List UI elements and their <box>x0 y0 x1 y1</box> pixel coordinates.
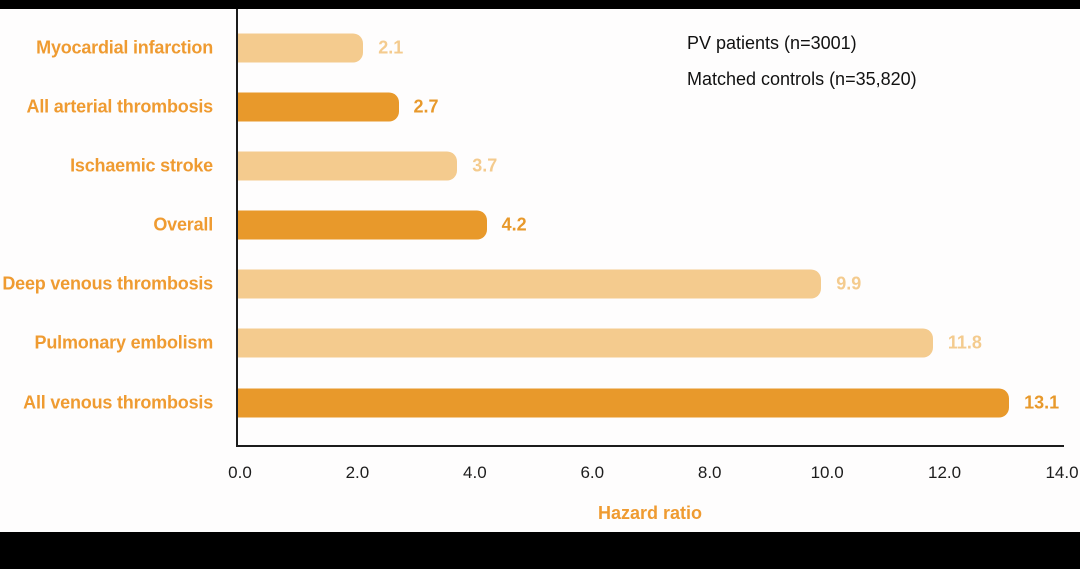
value-label-myocardial-infarction: 2.1 <box>378 37 404 57</box>
category-label-deep-venous-thrombosis: Deep venous thrombosis <box>2 273 213 294</box>
x-tick-label-0.0: 0.0 <box>228 463 252 482</box>
category-label-all-arterial-thrombosis: All arterial thrombosis <box>26 96 214 117</box>
bar-overall <box>238 210 487 240</box>
legend-item-matched-controls: Matched controls (n=35,820) <box>687 69 917 89</box>
value-label-overall: 4.2 <box>501 214 527 235</box>
x-tick-label-12.0: 12.0 <box>928 463 962 482</box>
value-label-deep-venous-thrombosis: 9.9 <box>836 273 862 294</box>
top-black-bar <box>0 0 1080 9</box>
bar-ischaemic-stroke <box>238 151 458 181</box>
x-tick-label-6.0: 6.0 <box>580 463 605 482</box>
x-tick-label-14.0: 14.0 <box>1045 463 1079 482</box>
bar-pulmonary-embolism <box>238 328 933 358</box>
category-label-ischaemic-stroke: Ischaemic stroke <box>70 155 213 176</box>
category-label-overall: Overall <box>153 214 213 235</box>
value-label-all-arterial-thrombosis: 2.7 <box>413 96 439 117</box>
x-tick-label-2.0: 2.0 <box>345 463 370 482</box>
x-axis-title: Hazard ratio <box>597 503 703 523</box>
legend: PV patients (n=3001) Matched controls (n… <box>687 34 917 106</box>
value-label-ischaemic-stroke: 3.7 <box>472 155 498 176</box>
category-label-pulmonary-embolism: Pulmonary embolism <box>34 332 214 353</box>
value-label-all-venous-thrombosis: 13.1 <box>1024 392 1060 413</box>
x-axis-line <box>236 445 1064 447</box>
x-tick-label-10.0: 10.0 <box>810 463 844 482</box>
legend-item-pv-patients: PV patients (n=3001) <box>687 33 857 53</box>
value-label-pulmonary-embolism: 11.8 <box>947 332 982 353</box>
x-tick-label-4.0: 4.0 <box>463 463 487 482</box>
bar-deep-venous-thrombosis <box>238 269 822 299</box>
bottom-black-bar <box>0 532 1080 569</box>
category-label-myocardial-infarction: Myocardial infarction <box>36 37 213 57</box>
y-axis-line <box>236 9 238 447</box>
bar-all-venous-thrombosis <box>238 388 1010 418</box>
bar-all-arterial-thrombosis <box>238 92 399 122</box>
category-label-all-venous-thrombosis: All venous thrombosis <box>23 392 213 413</box>
bar-myocardial-infarction <box>238 33 364 62</box>
x-tick-label-8.0: 8.0 <box>697 463 722 482</box>
